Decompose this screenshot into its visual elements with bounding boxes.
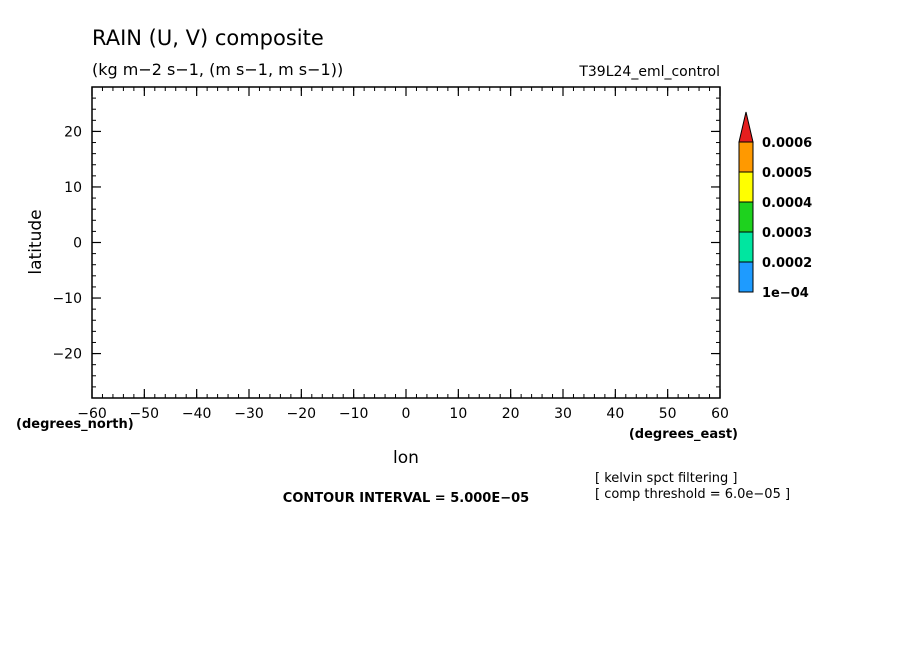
colorbar-label: 0.0005 [762,166,812,181]
x-tick-label: 20 [502,406,520,422]
x-tick-label: 50 [659,406,677,422]
colorbar-segment [738,231,754,263]
x-tick-label: −20 [287,406,317,422]
colorbar-segment [738,141,754,173]
y-tick-label: 0 [73,236,82,252]
y-axis-label: latitude [26,209,46,274]
note-threshold: [ comp threshold = 6.0e−05 ] [595,487,790,502]
colorbar-label: 0.0004 [762,196,812,211]
x-axis-tick-labels: −60 −50 −40 −30 −20 −10 0 10 20 30 40 50 60 [77,406,729,422]
y-axis-ticks [92,86,720,399]
colorbar-segment [738,171,754,203]
colorbar-segment [738,201,754,233]
y-tick-label: 10 [64,180,82,196]
y-axis-units: (degrees_north) [16,417,134,432]
colorbar: 1e−04 0.0002 0.0003 0.0004 0.0005 0.0006 [738,111,812,301]
y-tick-label: −20 [52,347,82,363]
dataset-label: T39L24_eml_control [578,64,720,80]
chart-subtitle: (kg m−2 s−1, (m s−1, m s−1)) [92,60,343,79]
x-tick-label: 10 [449,406,467,422]
colorbar-label: 0.0006 [762,136,812,151]
x-tick-label: 0 [402,406,411,422]
y-axis-tick-labels: −20 −10 0 10 20 [52,124,82,362]
x-tick-label: 60 [711,406,729,422]
x-tick-label: −30 [234,406,264,422]
x-axis-units: (degrees_east) [629,427,738,442]
colorbar-label: 0.0002 [762,256,812,271]
x-tick-label: 40 [606,406,624,422]
x-axis-ticks [91,87,721,398]
colorbar-label: 1e−04 [762,286,809,301]
x-tick-label: −50 [130,406,160,422]
plot-area [91,86,721,399]
x-tick-label: −60 [77,406,107,422]
x-tick-label: 30 [554,406,572,422]
y-tick-label: 20 [64,124,82,140]
note-filtering: [ kelvin spct filtering ] [595,471,738,486]
x-tick-label: −40 [182,406,212,422]
colorbar-label: 0.0003 [762,226,812,241]
colorbar-extend-arrow [738,111,754,143]
colorbar-segment [738,261,754,293]
contour-interval: CONTOUR INTERVAL = 5.000E−05 [283,491,529,506]
x-tick-label: −10 [339,406,369,422]
chart-title: RAIN (U, V) composite [92,26,324,50]
x-axis-label: lon [393,448,419,468]
y-tick-label: −10 [52,291,82,307]
